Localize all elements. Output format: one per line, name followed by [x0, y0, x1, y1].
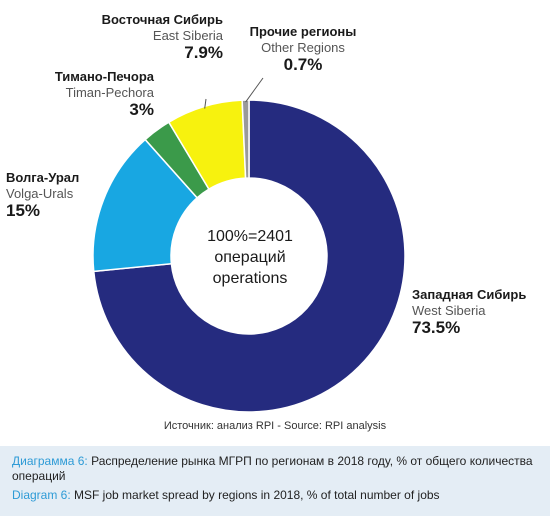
label-other-regions: Прочие регионы Other Regions 0.7%: [240, 24, 366, 76]
caption-ru: Диаграмма 6: Распределение рынка МГРП по…: [12, 454, 538, 484]
label-west-siberia: Западная Сибирь West Siberia 73.5%: [412, 287, 526, 339]
label-east-siberia-value: 7.9%: [184, 43, 223, 63]
label-volga-urals: Волга-Урал Volga-Urals 15%: [6, 170, 79, 222]
label-east-siberia-en: East Siberia: [152, 27, 223, 43]
label-west-siberia-value: 73.5%: [412, 318, 461, 338]
caption-en: Diagram 6: MSF job market spread by regi…: [12, 488, 538, 503]
leader-east-siberia: [204, 98, 207, 109]
source-note: Источник: анализ RPI - Source: RPI analy…: [163, 420, 387, 432]
label-other-regions-ru: Прочие регионы: [249, 24, 357, 39]
caption-ru-lead: Диаграмма 6:: [12, 454, 88, 468]
caption-en-lead: Diagram 6:: [12, 488, 71, 502]
label-volga-urals-en: Volga-Urals: [6, 185, 74, 201]
center-unit-ru: операций: [214, 249, 286, 266]
leader-other-regions: [245, 77, 264, 103]
label-timan-pechora-value: 3%: [129, 100, 154, 120]
center-total: 100%=2401: [207, 228, 293, 245]
label-other-regions-en: Other Regions: [261, 39, 345, 55]
center-label: 100%=2401 операций operations: [195, 226, 305, 289]
label-west-siberia-en: West Siberia: [412, 302, 486, 318]
center-unit-en: operations: [212, 270, 288, 287]
figure-caption: Диаграмма 6: Распределение рынка МГРП по…: [0, 446, 550, 516]
slice-west-siberia: [92, 99, 406, 413]
label-timan-pechora: Тимано-Печора Timan-Pechora 3%: [12, 69, 154, 121]
label-west-siberia-ru: Западная Сибирь: [412, 287, 527, 302]
caption-ru-text: Распределение рынка МГРП по регионам в 2…: [12, 454, 533, 483]
label-other-regions-value: 0.7%: [283, 55, 323, 75]
label-timan-pechora-ru: Тимано-Печора: [54, 69, 154, 84]
donut-chart: [92, 77, 406, 413]
label-east-siberia: Восточная Сибирь East Siberia 7.9%: [60, 12, 223, 64]
slice-volga-urals: [92, 138, 199, 273]
caption-en-text: MSF job market spread by regions in 2018…: [70, 488, 440, 502]
label-volga-urals-value: 15%: [6, 201, 41, 221]
label-timan-pechora-en: Timan-Pechora: [65, 84, 154, 100]
slice-other-regions: [241, 99, 250, 179]
label-east-siberia-ru: Восточная Сибирь: [101, 12, 223, 27]
label-volga-urals-ru: Волга-Урал: [6, 170, 80, 185]
